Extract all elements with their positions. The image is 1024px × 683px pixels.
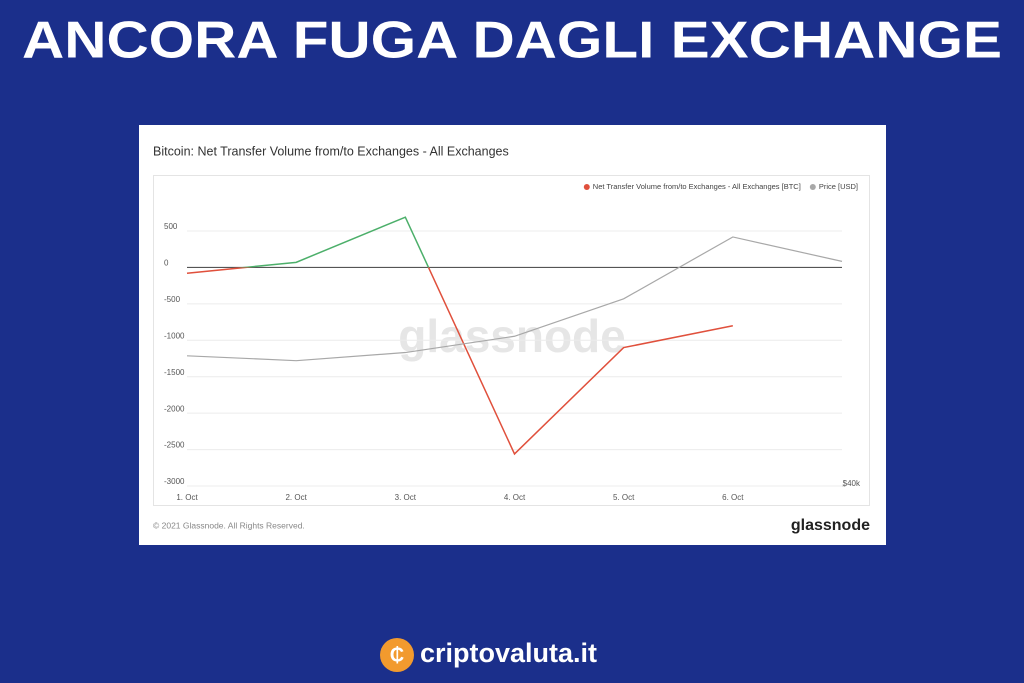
plot-frame [153, 175, 870, 506]
x-tick-label: 1. Oct [176, 493, 198, 502]
x-tick-label: 6. Oct [722, 493, 744, 502]
series-line [186, 236, 843, 362]
x-tick-label: 2. Oct [285, 493, 307, 502]
y-tick-label: -3000 [164, 477, 185, 486]
x-tick-label: 5. Oct [613, 493, 635, 502]
y-tick-label: -2000 [164, 404, 185, 413]
legend-label: Net Transfer Volume from/to Exchanges - … [593, 182, 801, 191]
brand-logo: glassnode [791, 517, 870, 534]
chart-title: Bitcoin: Net Transfer Volume from/to Exc… [153, 144, 509, 158]
y2-tick-label: $40k [843, 479, 861, 488]
y-tick-label: -500 [164, 295, 181, 304]
legend-swatch [583, 184, 590, 190]
series-line-positive [237, 216, 430, 268]
site-logo-icon [380, 638, 414, 672]
plot: 500 0 -500 -1000 -1500 -2000 -2500 -3000 $40k 1. … [164, 182, 861, 502]
legend-label: Price [USD] [819, 182, 858, 191]
x-tick-label: 3. Oct [395, 493, 417, 502]
chart-card [139, 125, 886, 545]
headline: ANCORA FUGA DAGLI EXCHANGE [22, 12, 1002, 70]
y-tick-label: 500 [164, 222, 178, 231]
y-tick-label: 0 [164, 259, 169, 268]
x-tick-label: 4. Oct [504, 493, 526, 502]
site-logo-glyph: ₵ [390, 644, 404, 666]
y-tick-label: -1500 [164, 368, 185, 377]
series-line-negative [186, 267, 733, 456]
copyright: © 2021 Glassnode. All Rights Reserved. [153, 520, 305, 530]
legend-swatch [809, 184, 816, 190]
y-tick-label: -2500 [164, 441, 185, 450]
y-tick-label: -1000 [164, 331, 185, 340]
site-name: criptovaluta.it [420, 638, 597, 668]
